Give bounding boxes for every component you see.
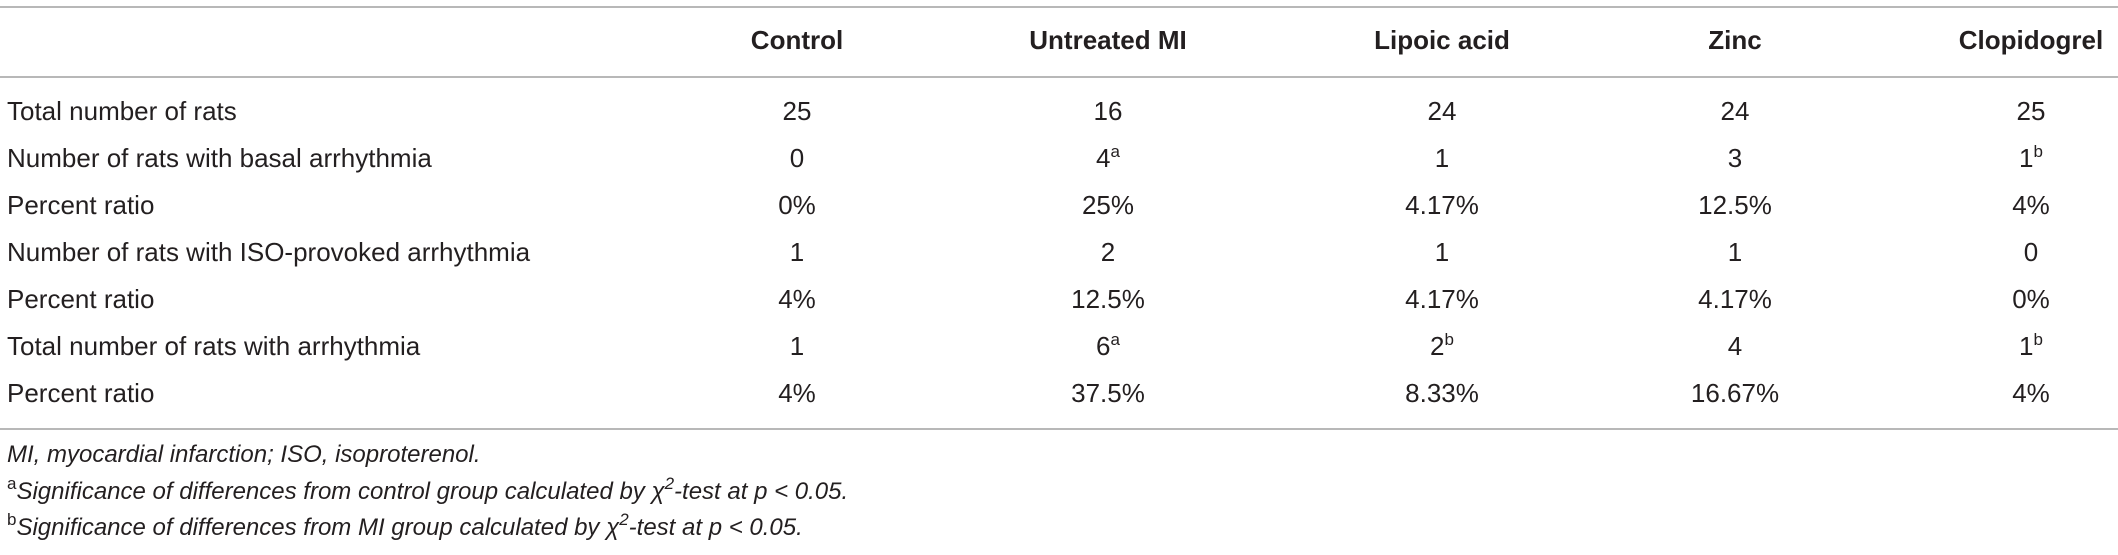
row-label: Number of rats with basal arrhythmia	[7, 143, 432, 173]
table-cell: 1	[1434, 143, 1450, 173]
table-cell: 4%	[2012, 378, 2050, 408]
table-cell: 4.17%	[1698, 284, 1772, 314]
column-header: Untreated MI	[1029, 25, 1187, 55]
table-cell: 0%	[778, 190, 816, 220]
cell-superscript: b	[2033, 142, 2043, 161]
table-cell: 8.33%	[1405, 378, 1479, 408]
cell-value: 2	[1430, 331, 1445, 361]
table-cell: 4.17%	[1405, 284, 1479, 314]
table-cell: 24	[1427, 96, 1457, 126]
cell-superscript: b	[2033, 330, 2043, 349]
table-cell: 12.5%	[1698, 190, 1772, 220]
cell-superscript: a	[1110, 330, 1120, 349]
cell-superscript: a	[1110, 142, 1120, 161]
table-cell: 0	[789, 143, 805, 173]
footnote-text: Significance of differences from MI grou…	[16, 514, 620, 541]
footnote-text: Significance of differences from control…	[16, 478, 665, 505]
footnote: aSignificance of differences from contro…	[7, 475, 849, 506]
bottom-rule	[0, 428, 2118, 430]
table-cell: 1b	[2019, 143, 2043, 173]
table-cell: 4a	[1096, 143, 1120, 173]
table-cell: 0	[2023, 237, 2039, 267]
table-cell: 1	[789, 237, 805, 267]
table-cell: 4%	[2012, 190, 2050, 220]
column-header: Zinc	[1708, 25, 1762, 55]
footnote: bSignificance of differences from MI gro…	[7, 511, 803, 542]
table-cell: 25	[782, 96, 812, 126]
table-cell: 1	[1727, 237, 1743, 267]
footnote-text: -test at p < 0.05.	[674, 478, 849, 505]
abbreviations: MI, myocardial infarction; ISO, isoprote…	[7, 441, 481, 468]
row-label: Percent ratio	[7, 378, 155, 408]
column-header: Clopidogrel	[1958, 25, 2104, 55]
row-label: Total number of rats	[7, 96, 237, 126]
cell-value: 6	[1096, 331, 1111, 361]
row-label: Total number of rats with arrhythmia	[7, 331, 421, 361]
column-header: Control	[750, 25, 844, 55]
cell-superscript: b	[1444, 330, 1454, 349]
footnote-superscript: 2	[664, 474, 675, 493]
table-cell: 16.67%	[1690, 378, 1780, 408]
table-cell: 4%	[778, 284, 816, 314]
cell-value: 1	[2019, 331, 2034, 361]
table-cell: 1	[789, 331, 805, 361]
cell-value: 1	[2019, 143, 2034, 173]
table-cell: 3	[1727, 143, 1743, 173]
table-cell: 12.5%	[1071, 284, 1145, 314]
table-cell: 2b	[1430, 331, 1454, 361]
cell-value: 4	[1096, 143, 1111, 173]
row-label: Number of rats with ISO-provoked arrhyth…	[7, 237, 531, 267]
table-cell: 16	[1093, 96, 1123, 126]
row-label: Percent ratio	[7, 190, 155, 220]
table-cell: 6a	[1096, 331, 1120, 361]
table-cell: 1	[1434, 237, 1450, 267]
table-cell: 4.17%	[1405, 190, 1479, 220]
footnote-marker: a	[7, 474, 17, 493]
table-cell: 4	[1727, 331, 1743, 361]
header-rule	[0, 76, 2118, 78]
footnote-superscript: 2	[619, 510, 629, 529]
column-header: Lipoic acid	[1374, 25, 1510, 55]
top-rule	[0, 6, 2118, 8]
table-cell: 1b	[2019, 331, 2043, 361]
table-cell: 25%	[1081, 190, 1135, 220]
table-cell: 0%	[2012, 284, 2050, 314]
table-cell: 37.5%	[1071, 378, 1145, 408]
table-cell: 2	[1100, 237, 1116, 267]
footnote-text: -test at p < 0.05.	[628, 514, 803, 541]
table-cell: 24	[1720, 96, 1750, 126]
table-cell: 25	[2016, 96, 2046, 126]
row-label: Percent ratio	[7, 284, 155, 314]
table-cell: 4%	[778, 378, 816, 408]
footnote-marker: b	[7, 510, 17, 529]
